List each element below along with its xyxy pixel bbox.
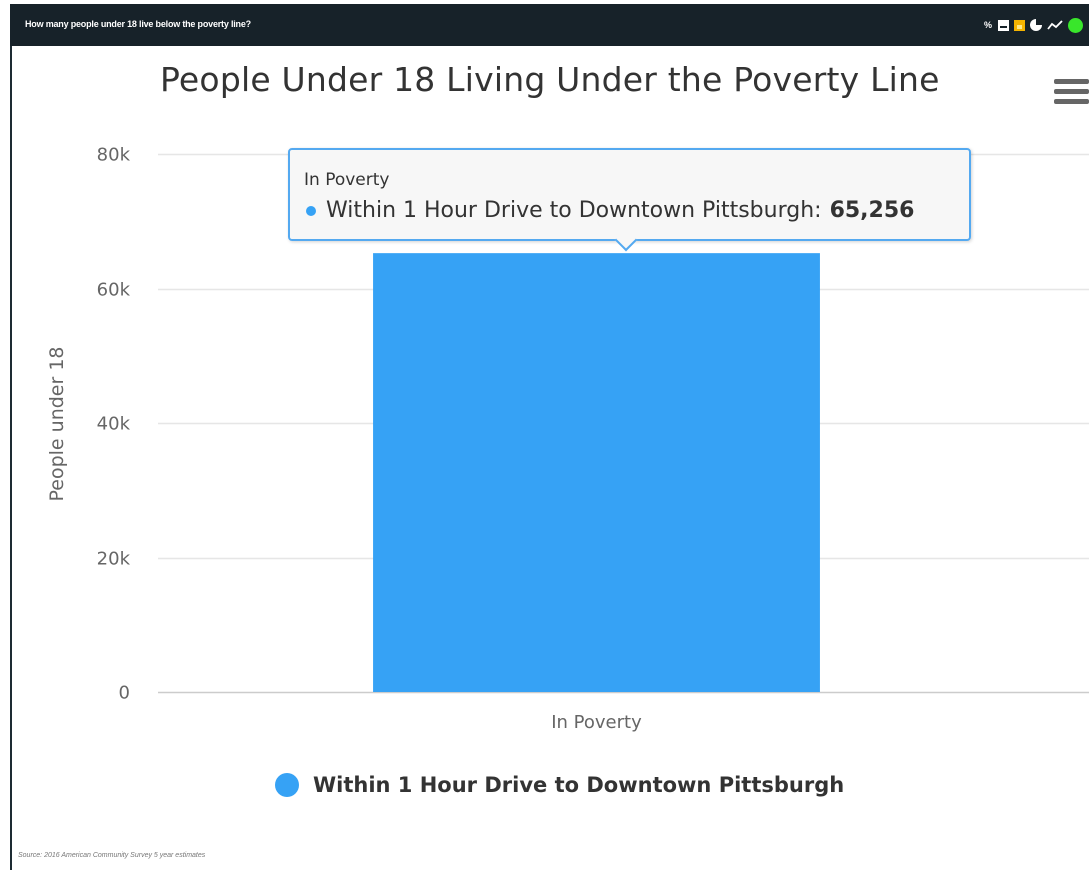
y-tick-label: 80k: [97, 145, 131, 166]
y-tick-label: 0: [119, 683, 130, 704]
tooltip-series-dot: [306, 205, 316, 216]
bars: [373, 253, 820, 693]
hamburger-menu-icon[interactable]: [1054, 79, 1089, 105]
x-tick-labels: In Poverty: [551, 712, 642, 733]
legend-series-dot[interactable]: [275, 773, 299, 797]
data-tooltip: In Poverty Within 1 Hour Drive to Downto…: [288, 148, 971, 241]
chart-title: People Under 18 Living Under the Poverty…: [160, 60, 940, 99]
tooltip-row: Within 1 Hour Drive to Downtown Pittsbur…: [306, 198, 914, 223]
question-text: How many people under 18 live below the …: [25, 19, 251, 29]
source-note: Source: 2016 American Community Survey 5…: [18, 852, 206, 859]
legend[interactable]: Within 1 Hour Drive to Downtown Pittsbur…: [275, 773, 844, 797]
y-axis-title: People under 18: [46, 346, 68, 501]
y-tick-labels: 0 20k 40k 60k 80k: [97, 145, 131, 704]
line-chart-icon[interactable]: [1047, 19, 1063, 31]
pie-chart-icon[interactable]: [1030, 19, 1042, 31]
tooltip-colon: :: [814, 198, 822, 223]
y-tick-label: 20k: [97, 549, 131, 570]
tooltip-series-name: Within 1 Hour Drive to Downtown Pittsbur…: [326, 198, 815, 223]
y-tick-label: 60k: [97, 280, 131, 301]
legend-label[interactable]: Within 1 Hour Drive to Downtown Pittsbur…: [313, 773, 845, 797]
status-dot-icon[interactable]: [1068, 17, 1083, 33]
y-tick-label: 40k: [97, 414, 131, 435]
tooltip-category: In Poverty: [304, 170, 390, 190]
question-header: How many people under 18 live below the …: [10, 4, 1089, 46]
x-tick-label: In Poverty: [551, 712, 642, 733]
table-icon[interactable]: [998, 19, 1009, 31]
bar[interactable]: [373, 253, 820, 693]
percent-icon[interactable]: %: [983, 20, 992, 30]
bar-chart-icon[interactable]: [1014, 19, 1025, 31]
tooltip-value: 65,256: [829, 198, 915, 223]
chart-toolbar: %: [983, 16, 1083, 34]
